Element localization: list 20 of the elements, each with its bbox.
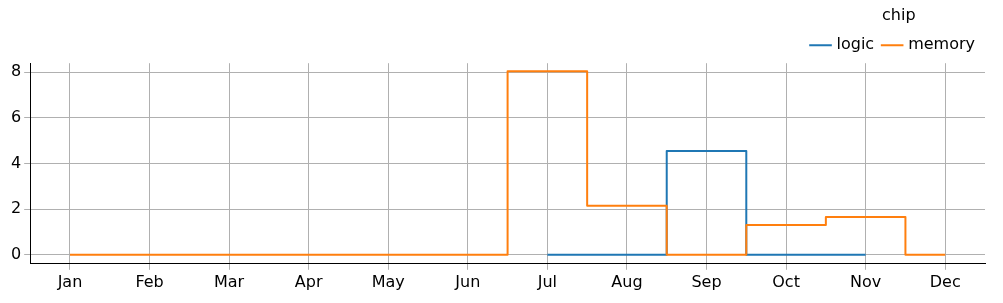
y-tick-label: 2 [10, 198, 22, 218]
y-tick-label: 6 [10, 107, 22, 127]
x-tick-label: Jan [56, 271, 83, 291]
y-tick-label: 8 [10, 61, 22, 81]
x-tick-label: Jun [454, 271, 481, 291]
legend-label: logic [836, 34, 875, 54]
x-tick-label: Apr [294, 271, 323, 291]
x-tick-label: Sep [691, 271, 722, 291]
y-tick-label: 4 [10, 152, 22, 172]
x-tick-label: Jul [536, 271, 558, 291]
legend-label: memory [908, 34, 976, 54]
y-tick-label: 0 [10, 243, 22, 263]
x-tick-label: Mar [214, 271, 245, 291]
x-tick-label: Feb [135, 271, 164, 291]
x-tick-label: Oct [772, 271, 800, 291]
x-tick-label: Nov [850, 271, 882, 291]
x-tick-label: Dec [929, 271, 961, 291]
legend-title: chip [881, 5, 916, 25]
x-tick-label: May [371, 271, 405, 291]
x-tick-label: Aug [611, 271, 643, 291]
